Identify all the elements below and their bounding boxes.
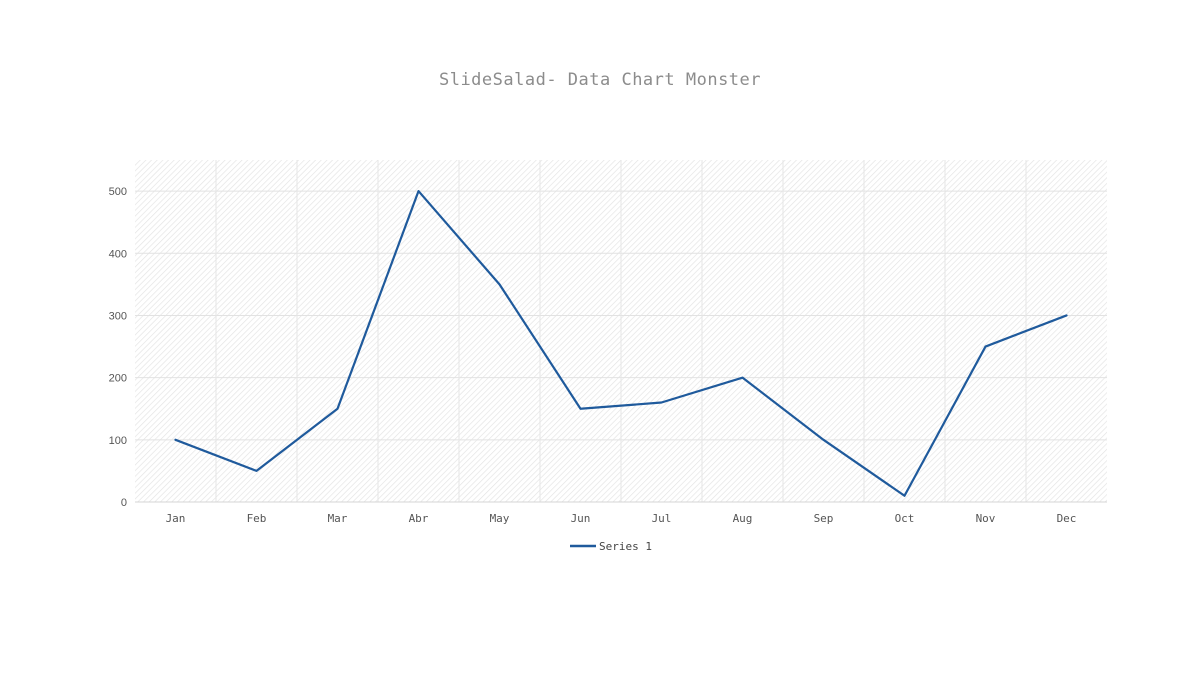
data-point bbox=[659, 400, 664, 405]
x-tick-label: Nov bbox=[976, 512, 996, 525]
y-tick-label: 500 bbox=[109, 186, 127, 198]
y-tick-label: 100 bbox=[109, 435, 127, 447]
x-tick-label: Oct bbox=[895, 512, 915, 525]
x-tick-label: Aug bbox=[733, 512, 753, 525]
x-tick-label: Dec bbox=[1057, 512, 1077, 525]
legend-label: Series 1 bbox=[599, 540, 652, 553]
x-tick-label: Abr bbox=[409, 512, 429, 525]
data-point bbox=[254, 468, 259, 473]
y-tick-label: 400 bbox=[109, 248, 127, 260]
data-point bbox=[1064, 313, 1069, 318]
x-tick-label: May bbox=[490, 512, 510, 525]
data-point bbox=[497, 282, 502, 287]
x-tick-label: Feb bbox=[247, 512, 267, 525]
grid bbox=[135, 160, 1107, 502]
series-layer bbox=[173, 189, 1069, 498]
y-tick-label: 200 bbox=[109, 373, 127, 385]
data-point bbox=[335, 406, 340, 411]
data-point bbox=[902, 493, 907, 498]
data-point bbox=[821, 437, 826, 442]
data-point bbox=[983, 344, 988, 349]
data-point bbox=[173, 437, 178, 442]
x-tick-label: Jan bbox=[166, 512, 186, 525]
axes: 0 100 200 300 400 500 Jan Feb Mar Abr May Jun Jul Aug… bbox=[109, 186, 1107, 525]
x-tick-label: Sep bbox=[814, 512, 834, 525]
x-tick-label: Jul bbox=[652, 512, 672, 525]
series-line bbox=[174, 189, 1068, 497]
data-point bbox=[416, 189, 421, 194]
legend: Series 1 bbox=[570, 540, 652, 553]
x-tick-label: Mar bbox=[328, 512, 348, 525]
data-point bbox=[740, 375, 745, 380]
x-tick-label: Jun bbox=[571, 512, 591, 525]
y-tick-label: 300 bbox=[109, 310, 127, 322]
y-tick-label: 0 bbox=[121, 497, 127, 509]
chart-title: SlideSalad- Data Chart Monster bbox=[438, 70, 762, 90]
data-point bbox=[578, 406, 583, 411]
